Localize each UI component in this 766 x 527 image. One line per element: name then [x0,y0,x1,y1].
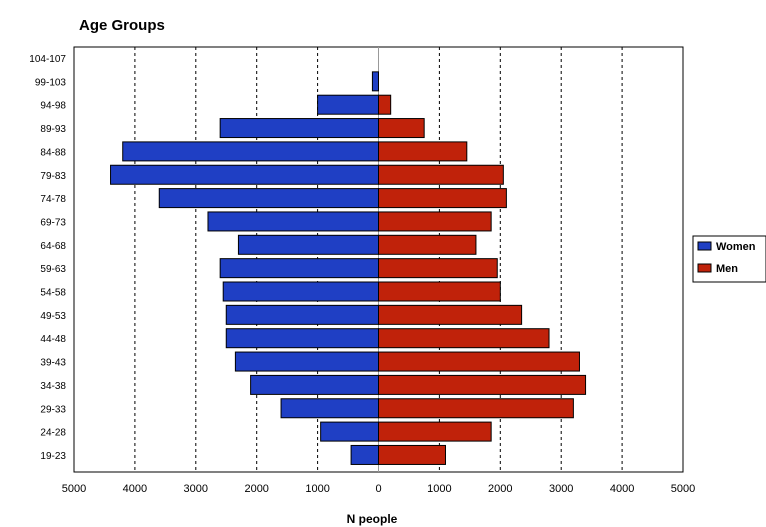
category-label: 104-107 [29,54,66,65]
bar-women [320,421,379,442]
legend-swatch-men [697,263,712,273]
bar-women [225,304,379,325]
x-tick-label: 2000 [488,483,512,495]
bar-women [371,71,380,92]
x-tick-label: 3000 [549,483,573,495]
bar-women [110,164,379,185]
bar-women [219,258,379,279]
x-tick-label: 2000 [244,483,268,495]
category-label: 79-83 [40,171,66,182]
bar-men [378,94,392,115]
category-label: 99-103 [35,77,67,88]
category-label: 44-48 [40,334,66,345]
bar-women [219,118,379,139]
bar-men [378,258,498,279]
category-label: 19-23 [40,451,66,462]
bar-men [378,164,504,185]
bar-women [237,234,379,255]
bar-women [122,141,379,162]
category-label: 29-33 [40,404,66,415]
bars [110,71,587,465]
bar-men [378,141,468,162]
category-label: 49-53 [40,311,66,322]
category-label: 69-73 [40,217,66,228]
bar-women [225,328,379,349]
bar-men [378,421,492,442]
category-label: 39-43 [40,358,66,369]
category-label: 64-68 [40,241,66,252]
bar-men [378,281,501,302]
bar-women [207,211,379,232]
bar-men [378,188,507,209]
legend: Women Men [692,235,766,283]
bar-men [378,351,580,372]
legend-label-women: Women [716,241,756,253]
category-labels: 104-107 99-103 94-98 89-93 84-88 79-83 74-78 69… [29,54,66,462]
legend-swatch-women [697,241,712,251]
category-label: 84-88 [40,147,66,158]
bar-men [378,234,477,255]
category-label: 34-38 [40,381,66,392]
bar-women [250,374,379,395]
bar-men [378,444,446,465]
x-tick-label: 0 [375,483,381,495]
bar-women [317,94,380,115]
x-tick-label: 5000 [62,483,86,495]
x-tick-label: 4000 [610,483,634,495]
bar-women [222,281,379,302]
x-tick-label: 3000 [184,483,208,495]
category-label: 74-78 [40,194,66,205]
x-tick-label: 1000 [305,483,329,495]
x-axis-label: N people [347,512,398,526]
bar-men [378,374,587,395]
legend-label-men: Men [716,263,738,275]
bar-women [234,351,379,372]
x-tick-label: 1000 [427,483,451,495]
category-label: 94-98 [40,101,66,112]
bar-women [280,398,379,419]
bar-men [378,118,425,139]
x-tick-label: 5000 [671,483,695,495]
bar-men [378,211,492,232]
bar-women [350,444,380,465]
category-label: 54-58 [40,288,66,299]
chart-title: Age Groups [79,17,165,34]
bar-women [158,188,379,209]
bar-men [378,304,523,325]
x-tick-labels: 5000 4000 3000 2000 1000 0 1000 2000 3000 4000 500… [62,483,695,495]
category-label: 24-28 [40,428,66,439]
category-label: 89-93 [40,124,66,135]
bar-men [378,398,574,419]
category-label: 59-63 [40,264,66,275]
x-tick-label: 4000 [123,483,147,495]
bar-men [378,328,550,349]
